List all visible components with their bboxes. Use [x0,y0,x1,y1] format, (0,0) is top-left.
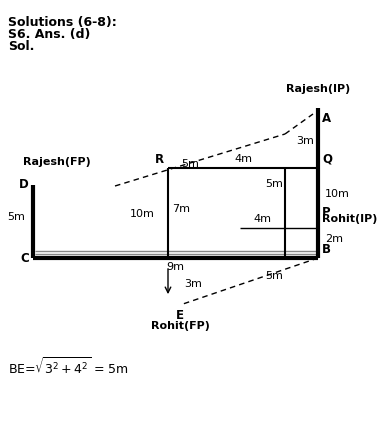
Text: P: P [322,206,331,218]
Text: 5m: 5m [265,271,283,281]
Text: 3m: 3m [296,136,314,146]
Text: S6. Ans. (d): S6. Ans. (d) [8,28,90,41]
Text: Solutions (6-8):: Solutions (6-8): [8,16,117,29]
Text: Rajesh(IP): Rajesh(IP) [286,84,350,94]
Text: 5m: 5m [181,159,199,169]
Text: 5m: 5m [7,212,25,222]
Text: 10m: 10m [325,189,350,199]
Text: 4m: 4m [234,154,252,164]
Text: C: C [20,251,29,265]
Text: 2m: 2m [325,234,343,244]
Text: A: A [322,112,331,125]
Text: 4m: 4m [253,214,271,224]
Text: 3m: 3m [184,279,202,289]
Text: Rohit(FP): Rohit(FP) [151,321,210,331]
Text: D: D [19,179,29,192]
Text: 10m: 10m [130,209,155,219]
Text: 9m: 9m [166,262,184,272]
Text: 5m: 5m [265,179,283,189]
Text: Rajesh(FP): Rajesh(FP) [23,157,91,167]
Text: Q: Q [322,153,332,166]
Text: BE=$\sqrt{3^2+4^2}$ = 5m: BE=$\sqrt{3^2+4^2}$ = 5m [8,357,128,378]
Text: 7m: 7m [172,204,190,214]
Text: B: B [322,243,331,256]
Text: E: E [176,309,184,322]
Text: R: R [155,153,164,166]
Text: Rohit(IP): Rohit(IP) [322,214,378,224]
Text: Sol.: Sol. [8,40,35,53]
